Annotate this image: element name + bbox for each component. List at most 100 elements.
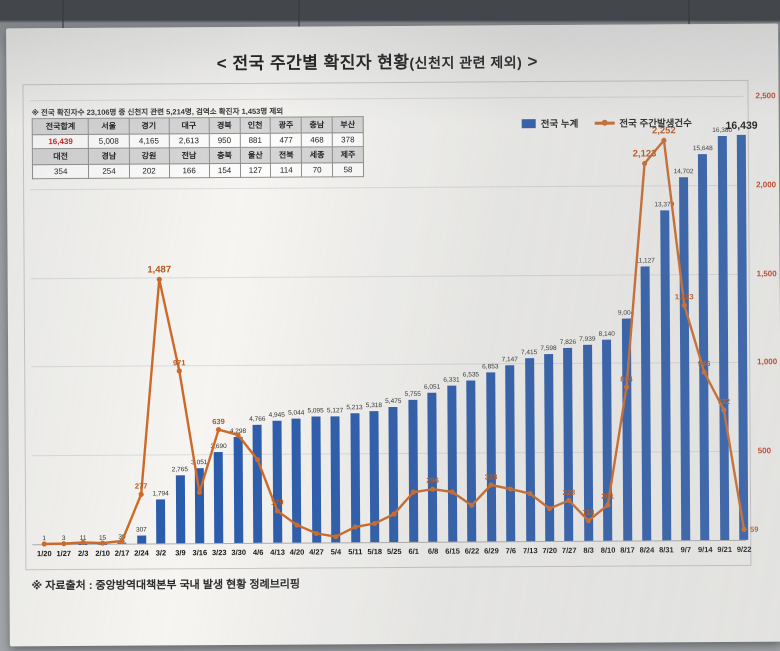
weekly-point xyxy=(605,502,611,508)
region-header-cell: 충북 xyxy=(209,147,240,164)
region-header-cell: 전북 xyxy=(270,147,302,164)
region-value-cell: 5,008 xyxy=(88,134,129,149)
legend-label: 전국 주간발생건수 xyxy=(619,118,692,130)
weekly-point xyxy=(99,540,106,546)
weekly-point xyxy=(741,526,747,532)
weekly-value-label: 113 xyxy=(582,507,595,517)
weekly-point xyxy=(701,369,707,375)
region-header-cell: 인천 xyxy=(239,117,271,134)
weekly-point xyxy=(352,524,358,530)
region-header-cell: 강원 xyxy=(128,147,170,165)
region-value-cell: 202 xyxy=(128,163,170,179)
region-value-cell: 127 xyxy=(239,163,271,178)
weekly-point xyxy=(488,482,494,488)
title-paren: (신천지 관련 제외) xyxy=(409,54,523,71)
weekly-value-label: 318 xyxy=(484,471,498,481)
weekly-value-label: 971 xyxy=(172,357,186,367)
right-axis-tick-label: 1,500 xyxy=(756,268,777,278)
weekly-value-label: 277 xyxy=(134,481,148,491)
weekly-point xyxy=(585,518,592,524)
weekly-point xyxy=(294,522,300,528)
weekly-point xyxy=(41,541,47,547)
bar-swatch-icon xyxy=(521,118,536,128)
weekly-point xyxy=(469,502,475,508)
region-value-cell: 254 xyxy=(88,164,130,179)
region-header-cell: 충남 xyxy=(301,116,333,134)
title-prefix: < 전국 주간별 확진자 현황 xyxy=(216,52,410,74)
region-header-cell: 전남 xyxy=(168,147,210,164)
region-value-cell: 378 xyxy=(332,132,364,147)
region-value-cell: 154 xyxy=(209,163,241,178)
weekly-point xyxy=(119,538,125,544)
weekly-point xyxy=(681,302,687,308)
region-header-cell: 대전 xyxy=(32,148,89,165)
legend-item-weekly: 전국 주간발생건수 xyxy=(594,115,692,130)
weekly-value-label: 2,123 xyxy=(632,148,657,160)
weekly-point xyxy=(156,276,162,282)
weekly-point xyxy=(430,486,436,492)
region-value-cell: 70 xyxy=(301,162,333,178)
weekly-value-label: 946 xyxy=(697,359,711,369)
right-axis-tick-label: 1,000 xyxy=(757,357,778,367)
weekly-point xyxy=(527,490,533,497)
weekly-point xyxy=(566,497,572,504)
paper-sheet: < 전국 주간별 확진자 현황(신천지 관련 제외) > 500 1,000 1,5… xyxy=(6,23,780,647)
weekly-value-label: 1,487 xyxy=(147,264,172,276)
right-axis-tick-label: 2,000 xyxy=(756,179,777,190)
weekly-point xyxy=(641,160,648,167)
weekly-value-label: 201 xyxy=(601,491,615,502)
weekly-value-label: 732 xyxy=(717,396,731,407)
weekly-point xyxy=(254,457,261,463)
region-header-cell: 대구 xyxy=(168,117,209,134)
chart-area: 500 1,000 1,500 2,000 2,500 1 1/20 3 1/27 11 2/3 15… xyxy=(22,79,777,571)
region-table: 전국합계 서울 경기 대구 경북 인천 광주 충남 부산 16,439 5,008 4,165 2,61… xyxy=(31,116,365,180)
weekly-point xyxy=(410,489,416,495)
region-header-cell: 세종 xyxy=(301,146,333,164)
region-value-cell: 166 xyxy=(169,163,210,178)
weekly-value-label: 1,323 xyxy=(674,292,694,302)
weekly-line-chart xyxy=(41,137,747,547)
right-axis-tick-label: 2,500 xyxy=(755,91,776,101)
weekly-point xyxy=(176,368,182,374)
region-value-cell: 4,165 xyxy=(128,133,169,149)
region-header-cell: 전국합계 xyxy=(32,118,89,135)
region-value-cell: 114 xyxy=(270,163,302,178)
wall-seam xyxy=(62,0,64,30)
weekly-point xyxy=(313,530,319,537)
weekly-point xyxy=(507,486,514,492)
region-value-cell: 477 xyxy=(270,133,302,148)
region-value-cell: 950 xyxy=(208,133,240,148)
weekly-value-label: 179 xyxy=(271,497,284,507)
region-value-cell: 881 xyxy=(239,133,271,148)
weekly-point xyxy=(215,426,222,433)
region-header-cell: 경북 xyxy=(208,117,240,134)
region-value-cell: 2,613 xyxy=(168,133,210,148)
region-value-cell: 468 xyxy=(301,132,333,148)
line-dot-swatch-icon xyxy=(594,119,615,126)
region-header-cell: 제주 xyxy=(332,146,364,163)
region-header-cell: 서울 xyxy=(88,118,129,135)
weekly-point xyxy=(138,491,144,497)
weekly-point xyxy=(721,407,727,413)
weekly-point xyxy=(546,505,553,512)
chart-legend: 전국 누계 전국 주간발생건수 xyxy=(521,115,692,130)
weekly-point xyxy=(372,520,378,527)
region-value-cell: 16,439 xyxy=(32,134,89,149)
page-title: < 전국 주간별 확진자 현황(신천지 관련 제외) > xyxy=(6,46,748,76)
weekly-point xyxy=(333,534,339,540)
region-value-cell: 354 xyxy=(32,164,90,179)
legend-item-cumulative: 전국 누계 xyxy=(521,116,578,130)
region-header-cell: 경기 xyxy=(128,117,169,135)
plot: 500 1,000 1,500 2,000 2,500 1 1/20 3 1/27 11 2/3 15… xyxy=(23,81,777,569)
wall-seam xyxy=(688,0,690,30)
region-header-cell: 경남 xyxy=(88,148,129,165)
weekly-point xyxy=(61,541,67,547)
weekly-value-label: 864 xyxy=(620,374,633,384)
region-header-cell: 울산 xyxy=(239,147,271,164)
weekly-point xyxy=(661,137,667,143)
region-value-cell: 58 xyxy=(332,162,364,177)
source-footer: ※ 자료출처 : 중앙방역대책본부 국내 발생 현황 정례브리핑 xyxy=(31,578,301,593)
weekly-value-label: 59 xyxy=(749,524,759,534)
wall-seam xyxy=(298,0,300,30)
